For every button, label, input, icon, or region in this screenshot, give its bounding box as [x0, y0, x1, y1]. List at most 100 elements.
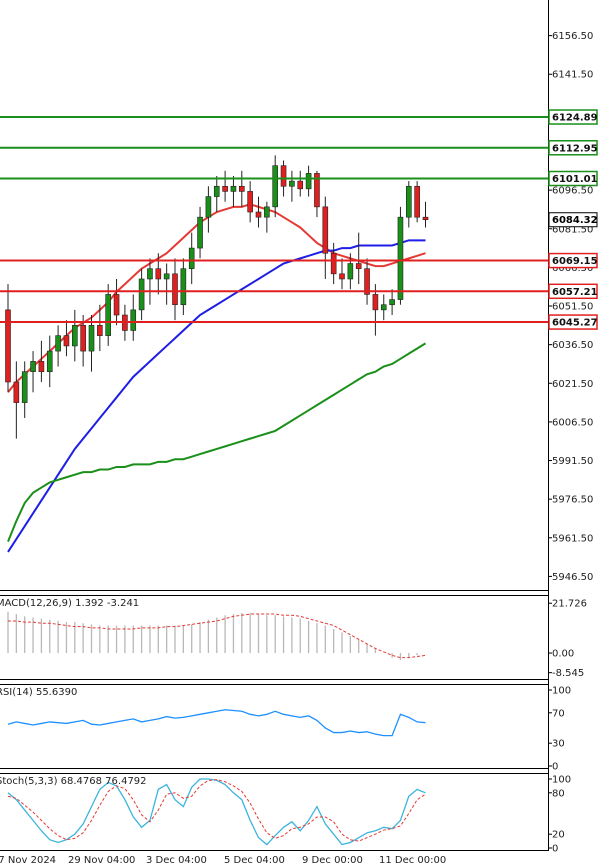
candle-body: [46, 350, 53, 372]
moving-average-line: [7, 203, 426, 393]
candle: [322, 196, 329, 279]
candle-body: [113, 294, 120, 316]
candle-body: [188, 247, 195, 269]
candle-body: [280, 165, 287, 187]
candle: [389, 289, 395, 316]
macd-tick-label: -8.545: [552, 668, 584, 679]
macd-tick-label: 21.726: [552, 599, 587, 610]
rsi-tick-label: 70: [552, 708, 565, 719]
candle-body: [138, 278, 145, 311]
candle: [205, 186, 212, 233]
level-tag-label: 6112.95: [552, 143, 598, 154]
moving-average-line: [7, 239, 426, 553]
candle: [72, 309, 78, 362]
candle: [305, 165, 312, 197]
time-axis: 27 Nov 2024 29 Nov 04:00 3 Dec 04:00 5 D…: [0, 855, 446, 866]
candle-body: [230, 185, 237, 192]
candle-body: [38, 361, 45, 372]
candle: [222, 170, 228, 202]
candle-body: [88, 325, 95, 352]
level-tag-box: [548, 314, 598, 330]
candle-body: [422, 216, 429, 221]
candle: [405, 181, 412, 228]
candle: [397, 206, 404, 305]
x-label-3-dec: 3 Dec 04:00: [146, 855, 207, 866]
level-tag-box: [548, 283, 598, 300]
candle: [188, 232, 195, 285]
candle-body: [330, 252, 337, 275]
x-label-27-nov: 27 Nov 2024: [0, 855, 56, 866]
candle-body: [272, 165, 279, 208]
candle-body: [147, 268, 153, 280]
candle: [46, 335, 53, 388]
candle: [255, 196, 262, 228]
current-price-box: [548, 212, 598, 228]
candle: [197, 206, 203, 259]
candle: [30, 351, 36, 393]
candle: [80, 315, 86, 367]
level-tag-label: 6101.01: [552, 174, 598, 185]
candle-body: [13, 381, 20, 403]
candle-body: [222, 185, 228, 192]
candles: [5, 155, 429, 439]
rsi-tick-label: 0: [552, 762, 558, 773]
candle-body: [380, 304, 387, 311]
candle-body: [297, 180, 304, 190]
price-tick-label: 6036.50: [552, 340, 593, 351]
candle: [5, 284, 11, 393]
price-tick-label: 6021.50: [552, 379, 593, 390]
candle: [372, 284, 379, 336]
candle: [63, 320, 70, 357]
candle-body: [180, 268, 187, 306]
candle-body: [355, 263, 362, 269]
stoch-tick-label: 20: [552, 830, 565, 841]
candle: [347, 253, 354, 290]
candle-body: [172, 273, 178, 306]
candle: [330, 242, 337, 285]
candle-body: [372, 294, 379, 311]
candle: [38, 340, 45, 382]
stoch-k-line: [7, 778, 426, 846]
candle: [13, 361, 20, 439]
candle-body: [155, 268, 162, 280]
candle: [355, 232, 362, 285]
candle: [380, 294, 387, 321]
price-tick-label: 5961.50: [552, 533, 593, 544]
current-price-marker: 6084.32: [548, 212, 598, 228]
x-label-11-dec: 11 Dec 00:00: [379, 855, 446, 866]
candle: [339, 258, 345, 290]
price-tick-label: 6066.50: [552, 263, 593, 274]
moving-average-line: [7, 342, 427, 543]
candle-body: [364, 268, 370, 295]
level-tag-box: [548, 170, 598, 187]
candle: [289, 170, 295, 202]
stoch-label: Stoch(5,3,3) 68.4768 76.4792: [0, 776, 147, 787]
stoch-tick-label: 80: [552, 788, 565, 799]
x-label-29-nov: 29 Nov 04:00: [68, 855, 135, 866]
candle-body: [322, 206, 329, 254]
candle-body: [255, 211, 262, 218]
candle: [55, 325, 61, 367]
candle-body: [305, 173, 312, 190]
level-tag-label: 6069.15: [552, 256, 598, 267]
macd-tick-label: 0.00: [552, 649, 574, 660]
price-tick-label: 5991.50: [552, 456, 593, 467]
candle-body: [389, 299, 395, 306]
price-tick-label: 6141.50: [552, 70, 593, 81]
candle: [422, 201, 429, 228]
stoch-tick-label: 100: [552, 775, 571, 786]
candle: [264, 201, 270, 233]
candle-body: [347, 263, 354, 280]
candle: [163, 263, 170, 305]
candle: [180, 258, 187, 316]
candle: [113, 278, 120, 326]
macd-panel: 21.726 0.00 -8.545: [7, 599, 587, 679]
level-tag-box: [548, 252, 598, 269]
candle-body: [130, 309, 137, 331]
candle-body: [97, 325, 103, 336]
candle-body: [197, 216, 203, 249]
price-tick-label: 6096.50: [552, 186, 593, 197]
candle: [297, 170, 304, 197]
candle-body: [80, 325, 86, 352]
